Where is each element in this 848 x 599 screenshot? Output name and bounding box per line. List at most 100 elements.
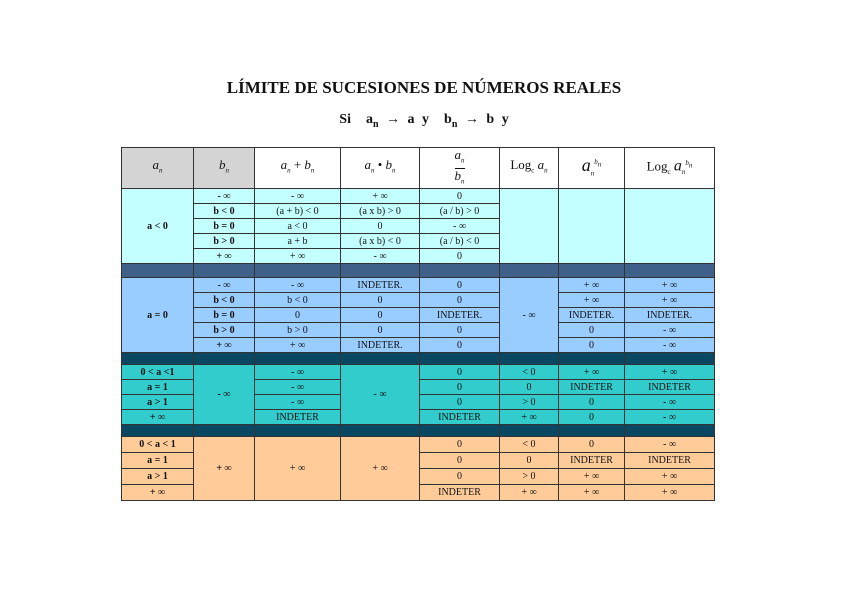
separator-cell — [193, 263, 255, 279]
table-cell: 0 < a <1 — [121, 364, 194, 381]
table-cell: + ∞ — [624, 468, 715, 486]
n-sub: n — [451, 118, 458, 130]
table-cell: b = 0 — [193, 218, 255, 235]
table-cell: 0 — [419, 292, 500, 309]
empty-cell — [558, 188, 625, 265]
row-label-a: a < 0 — [121, 188, 194, 265]
table-cell: 0 — [340, 322, 420, 339]
separator-cell — [624, 424, 715, 438]
separator-cell — [193, 352, 255, 366]
table-cell: INDETER — [558, 452, 625, 470]
n-sub: n — [372, 118, 379, 130]
table-cell: 0 — [254, 307, 341, 324]
table-cell: + ∞ — [624, 292, 715, 309]
table-row: 0 < a <1- ∞ - ∞ - ∞ 0 < 0 + ∞ + ∞ — [121, 364, 715, 426]
separator-cell — [624, 352, 715, 366]
separator-cell — [558, 424, 625, 438]
table-cell: 0 — [419, 379, 500, 396]
table-cell: 0 — [499, 452, 559, 470]
separator-cell — [121, 263, 194, 279]
table-cell: INDETER. — [340, 337, 420, 354]
table-cell: 0 — [558, 322, 625, 339]
table-cell: (a / b) < 0 — [419, 233, 500, 250]
separator-cell — [558, 263, 625, 279]
table-cell: > 0 — [499, 394, 559, 411]
table-cell: - ∞ — [254, 188, 341, 205]
row-label-a: a = 0 — [121, 277, 194, 354]
table-cell: 0 — [340, 218, 420, 235]
table-cell: 0 — [419, 188, 500, 205]
table-cell: (a x b) < 0 — [340, 233, 420, 250]
table-cell: INDETER — [419, 484, 500, 502]
sum-cell: + ∞ — [254, 436, 341, 502]
table-cell: + ∞ — [558, 292, 625, 309]
empty-cell — [624, 188, 715, 265]
table-cell: - ∞ — [340, 248, 420, 265]
table-cell: 0 — [340, 292, 420, 309]
separator-cell — [254, 352, 341, 366]
arrow-icon: → — [386, 112, 401, 127]
table-row: + ∞ INDETER INDETER + ∞ 0- ∞ — [121, 409, 715, 426]
table-cell: 0 — [419, 436, 500, 454]
separator-cell — [499, 424, 559, 438]
table-cell: - ∞ — [624, 436, 715, 454]
table-row: a = 0- ∞ - ∞ INDETER. 0- ∞ + ∞ + ∞ — [121, 277, 715, 354]
table-row: + ∞ + ∞ - ∞ 0 — [122, 248, 715, 265]
table-cell: + ∞ — [121, 409, 194, 426]
separator-cell — [121, 424, 194, 438]
table-cell: INDETER. — [419, 307, 500, 324]
table-cell: 0 — [419, 452, 500, 470]
table-row: a < 0- ∞ - ∞ + ∞ 0 — [121, 188, 715, 265]
table-cell: 0 — [499, 379, 559, 396]
separator-row — [121, 263, 715, 279]
table-cell: b > 0 — [193, 322, 255, 339]
header-row: an bn an + bn an • bn an bn Logc an anbn … — [121, 146, 715, 190]
table-cell: a < 0 — [254, 218, 341, 235]
table-cell: (a / b) > 0 — [419, 203, 500, 220]
table-cell: - ∞ — [193, 277, 255, 294]
table-cell: 0 — [419, 394, 500, 411]
separator-cell — [419, 352, 500, 366]
limits-table: an bn an + bn an • bn an bn Logc an anbn … — [121, 146, 715, 502]
subtitle: Si an → a y bn → b y — [0, 112, 848, 130]
table-cell: - ∞ — [419, 218, 500, 235]
table-cell: 0 < a < 1 — [121, 436, 194, 454]
table-cell: a = 1 — [121, 452, 194, 470]
table-row: + ∞ + ∞ INDETER. 0 0- ∞ — [122, 337, 715, 354]
si-text: Si — [339, 112, 351, 127]
table-cell: - ∞ — [254, 394, 341, 411]
separator-row — [121, 424, 715, 438]
table-cell: + ∞ — [624, 277, 715, 294]
table-cell: - ∞ — [254, 364, 341, 381]
table-cell: + ∞ — [558, 468, 625, 486]
table-cell: + ∞ — [499, 484, 559, 502]
separator-cell — [419, 424, 500, 438]
table-cell: - ∞ — [254, 277, 341, 294]
table-cell: b < 0 — [193, 203, 255, 220]
separator-cell — [340, 352, 420, 366]
header-log-power: Logc anbn — [624, 146, 715, 190]
header-product: an • bn — [340, 146, 420, 190]
table-cell: + ∞ — [193, 337, 255, 354]
separator-cell — [254, 424, 341, 438]
table-cell: + ∞ — [340, 188, 420, 205]
table-cell: - ∞ — [624, 337, 715, 354]
y-text: y — [422, 112, 430, 127]
table-cell: < 0 — [499, 364, 559, 381]
table-cell: - ∞ — [624, 322, 715, 339]
table-cell: 0 — [558, 337, 625, 354]
limit-b: b — [486, 112, 495, 127]
table-row: + ∞ INDETER + ∞ + ∞ + ∞ — [121, 484, 715, 502]
page-title: LÍMITE DE SUCESIONES DE NÚMEROS REALES — [226, 78, 622, 97]
log-cell: - ∞ — [499, 277, 559, 354]
separator-cell — [558, 352, 625, 366]
table-cell: a = 1 — [121, 379, 194, 396]
table-cell: + ∞ — [193, 248, 255, 265]
table-cell: a > 1 — [121, 468, 194, 486]
table-cell: + ∞ — [558, 364, 625, 381]
table-cell: 0 — [558, 394, 625, 411]
